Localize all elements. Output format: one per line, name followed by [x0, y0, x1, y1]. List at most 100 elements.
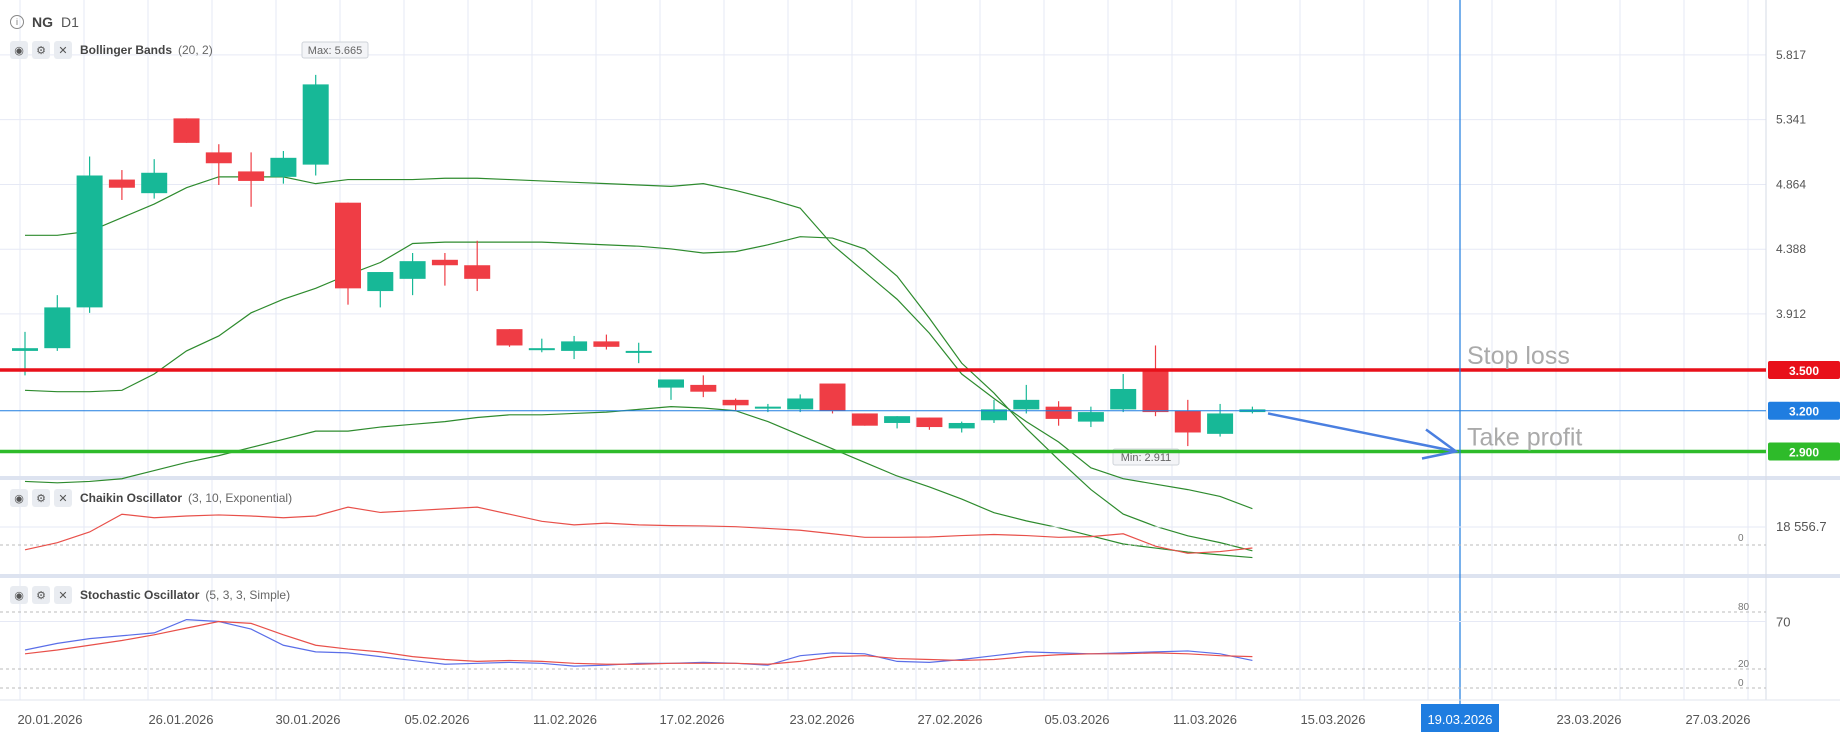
wrench-icon[interactable]: ⚙: [32, 586, 50, 604]
candle-body: [270, 157, 297, 177]
x-tick-label: 27.02.2026: [917, 712, 982, 727]
candle-body: [141, 172, 168, 194]
candle-body: [1142, 369, 1169, 413]
bollinger-params: (20, 2): [178, 43, 213, 57]
candle-body: [1013, 399, 1040, 410]
candle-bullish: [1013, 384, 1040, 414]
candle-bullish: [948, 421, 975, 433]
candle-bearish: [1142, 345, 1169, 417]
candle-bullish: [399, 253, 426, 296]
candle-bullish: [1110, 374, 1137, 413]
candle-bearish: [238, 152, 265, 207]
stop-loss-line-badge: [1768, 360, 1840, 379]
stochastic-d-line: [24, 620, 1253, 665]
candle-bearish: [431, 253, 458, 286]
candle-bearish: [108, 170, 135, 200]
candle-body: [625, 350, 652, 353]
candle-bearish: [916, 417, 943, 430]
eye-icon[interactable]: ◉: [10, 489, 28, 507]
close-icon[interactable]: ✕: [54, 586, 72, 604]
candle-body: [819, 383, 846, 411]
candle-body: [302, 84, 329, 165]
y-tick-label: 4.388: [1776, 242, 1806, 256]
eye-icon[interactable]: ◉: [10, 586, 28, 604]
candle-body: [1077, 412, 1104, 422]
candle-body: [367, 272, 394, 292]
x-tick-label: 11.03.2026: [1173, 712, 1237, 727]
bollinger-middle: [24, 236, 1253, 552]
candle-body: [754, 406, 781, 409]
candle-bearish: [496, 329, 523, 347]
candle-body: [787, 398, 814, 410]
grid-lines: [0, 0, 1766, 700]
candle-bearish: [1045, 401, 1072, 426]
candle-bullish: [141, 159, 168, 199]
candle-body: [884, 416, 911, 423]
candle-body: [76, 175, 103, 308]
x-tick-label: 27.03.2026: [1685, 712, 1750, 727]
candle-body: [690, 384, 717, 392]
candle-body: [981, 409, 1007, 421]
max-annotation: Max: 5.665: [301, 41, 369, 59]
bollinger-upper: [25, 176, 1253, 510]
chaikin-line: [24, 506, 1253, 554]
bollinger-name: Bollinger Bands: [80, 43, 173, 57]
current-price-line-badge: [1768, 401, 1840, 420]
chaikin-legend: ◉ ⚙ ✕ Chaikin Oscillator (3, 10, Exponen…: [10, 488, 292, 508]
candle-bullish: [76, 156, 103, 313]
take-profit-line-label: 2.900: [1789, 446, 1819, 460]
chaikin-name: Chaikin Oscillator: [80, 491, 183, 505]
eye-icon[interactable]: ◉: [10, 41, 28, 59]
x-tick-label: 20.01.2026: [17, 712, 82, 727]
candle-bearish: [1174, 399, 1201, 447]
stochastic-y-label: 70: [1776, 615, 1790, 630]
candle-bullish: [981, 399, 1007, 423]
stochastic-legend: ◉ ⚙ ✕ Stochastic Oscillator (5, 3, 3, Si…: [10, 585, 290, 605]
chaikin-params: (3, 10, Exponential): [188, 491, 293, 505]
stochastic-name: Stochastic Oscillator: [80, 588, 200, 602]
wrench-icon[interactable]: ⚙: [32, 41, 50, 59]
candle-bearish: [335, 202, 361, 305]
candle-body: [1045, 406, 1072, 419]
candle-bearish: [205, 144, 232, 186]
stochastic-k-line: [24, 618, 1253, 667]
x-tick-label: 23.02.2026: [789, 712, 854, 727]
close-icon[interactable]: ✕: [54, 41, 72, 59]
symbol-bar: i NG D1: [10, 14, 79, 30]
candle-body: [431, 259, 458, 266]
info-icon[interactable]: i: [10, 15, 24, 29]
max-annotation-text: Max: 5.665: [308, 45, 362, 57]
candle-body: [12, 348, 38, 351]
candle-body: [464, 265, 491, 279]
timeframe-label[interactable]: D1: [61, 14, 79, 30]
candle-body: [173, 118, 200, 143]
candle-bullish: [884, 416, 911, 429]
candle-bullish: [528, 338, 555, 353]
y-tick-label: 5.817: [1776, 48, 1806, 62]
x-tick-label: 15.03.2026: [1300, 712, 1365, 727]
candle-body: [1207, 413, 1234, 434]
bollinger-legend: ◉ ⚙ ✕ Bollinger Bands (20, 2): [10, 40, 213, 60]
wrench-icon[interactable]: ⚙: [32, 489, 50, 507]
symbol-label: NG: [32, 14, 53, 30]
y-tick-label: 4.864: [1776, 177, 1806, 191]
trend-arrow: [1267, 412, 1457, 453]
candle-bullish: [658, 379, 684, 400]
take-profit-line-text: Take profit: [1467, 424, 1582, 452]
candle-bearish: [173, 118, 200, 143]
candle-bullish: [12, 331, 38, 376]
candle-bullish: [1077, 406, 1104, 428]
close-icon[interactable]: ✕: [54, 489, 72, 507]
x-tick-label: 30.01.2026: [275, 712, 340, 727]
stochastic-params: (5, 3, 3, Simple): [205, 588, 291, 602]
candle-body: [205, 152, 232, 164]
stochastic-level-label: 80: [1738, 602, 1750, 613]
current-price-line-label: 3.200: [1789, 405, 1819, 419]
candle-bearish: [722, 398, 749, 411]
x-tick-label: 23.03.2026: [1556, 712, 1621, 727]
candle-body: [948, 422, 975, 429]
candle-body: [561, 341, 588, 351]
candle-body: [851, 413, 878, 426]
y-tick-label: 3.912: [1776, 307, 1806, 321]
x-tick-label: 05.02.2026: [404, 712, 469, 727]
